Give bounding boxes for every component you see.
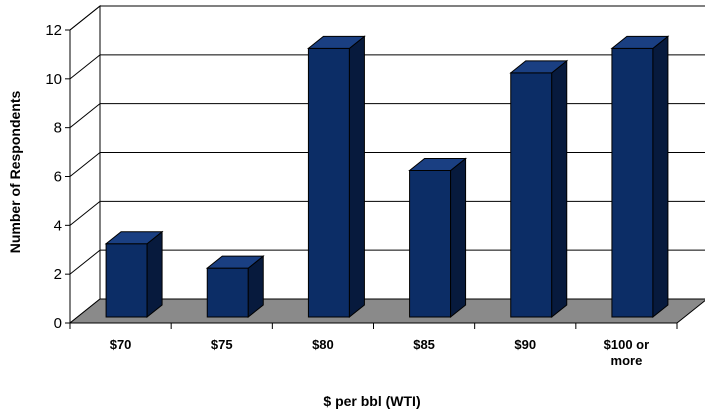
bar-side	[551, 59, 568, 319]
bar	[408, 157, 468, 319]
bar-side	[652, 35, 669, 319]
y-tick-labels: 0 2 4 6 8 10 12	[45, 22, 62, 332]
x-tick-label: $70	[110, 337, 132, 352]
bar-side	[348, 35, 365, 319]
axes	[65, 29, 678, 329]
gridlines	[69, 5, 705, 275]
bar-top	[306, 35, 366, 49]
bar-top	[104, 231, 164, 245]
gridline-side	[69, 152, 101, 177]
bar-front	[206, 267, 249, 318]
chart-walls	[69, 4, 705, 325]
y-tick-label: 4	[54, 217, 62, 234]
x-tick-label: $90	[514, 337, 536, 352]
gridline-side	[69, 249, 101, 275]
bar-side	[450, 157, 467, 319]
x-tick-labels: $70 $75 $80 $85 $90 $100 or more	[110, 337, 649, 368]
bar-top	[509, 60, 569, 74]
gridline-side	[69, 200, 101, 226]
y-axis-title: Number of Respondents	[7, 91, 23, 254]
y-tick-label: 10	[45, 71, 62, 88]
bar-side	[146, 230, 163, 319]
bar	[610, 35, 670, 319]
chart-floor	[68, 298, 705, 324]
x-tick-label: $100 or more	[604, 337, 650, 368]
floor	[68, 298, 705, 324]
y-tick-label: 12	[45, 22, 62, 39]
x-axis-title: $ per bbl (WTI)	[323, 393, 420, 409]
x-tick-label: $80	[312, 337, 334, 352]
bar-front	[307, 47, 350, 318]
bars	[104, 35, 670, 319]
bar-front	[510, 72, 553, 318]
x-tick-label: $85	[413, 337, 435, 352]
x-tick-label-line: $70	[110, 337, 132, 352]
bar	[104, 230, 164, 319]
bar	[509, 59, 569, 319]
y-tick-label: 2	[54, 266, 62, 283]
gridline-side	[69, 54, 101, 80]
bar-front	[409, 170, 452, 318]
gridline-side	[69, 103, 101, 129]
x-tick-label-line: $75	[211, 337, 233, 352]
y-tick-label: 8	[54, 120, 62, 137]
x-tick-label-line: more	[611, 353, 643, 368]
bar-front	[105, 243, 148, 318]
bar	[205, 255, 265, 319]
x-tick-label-line: $80	[312, 337, 334, 352]
bar-top	[408, 158, 468, 171]
x-tick-label-line: $85	[413, 337, 435, 352]
bar	[306, 35, 366, 319]
y-tick-label: 6	[54, 169, 62, 186]
x-tick-label-line: $100 or	[604, 337, 650, 352]
gridline-side	[69, 5, 101, 31]
bar-front	[611, 47, 654, 318]
x-tick-label-line: $90	[514, 337, 536, 352]
bar-top	[610, 35, 670, 49]
bar-top	[205, 255, 265, 269]
y-tick-label: 0	[54, 315, 62, 332]
x-tick-label: $75	[211, 337, 233, 352]
